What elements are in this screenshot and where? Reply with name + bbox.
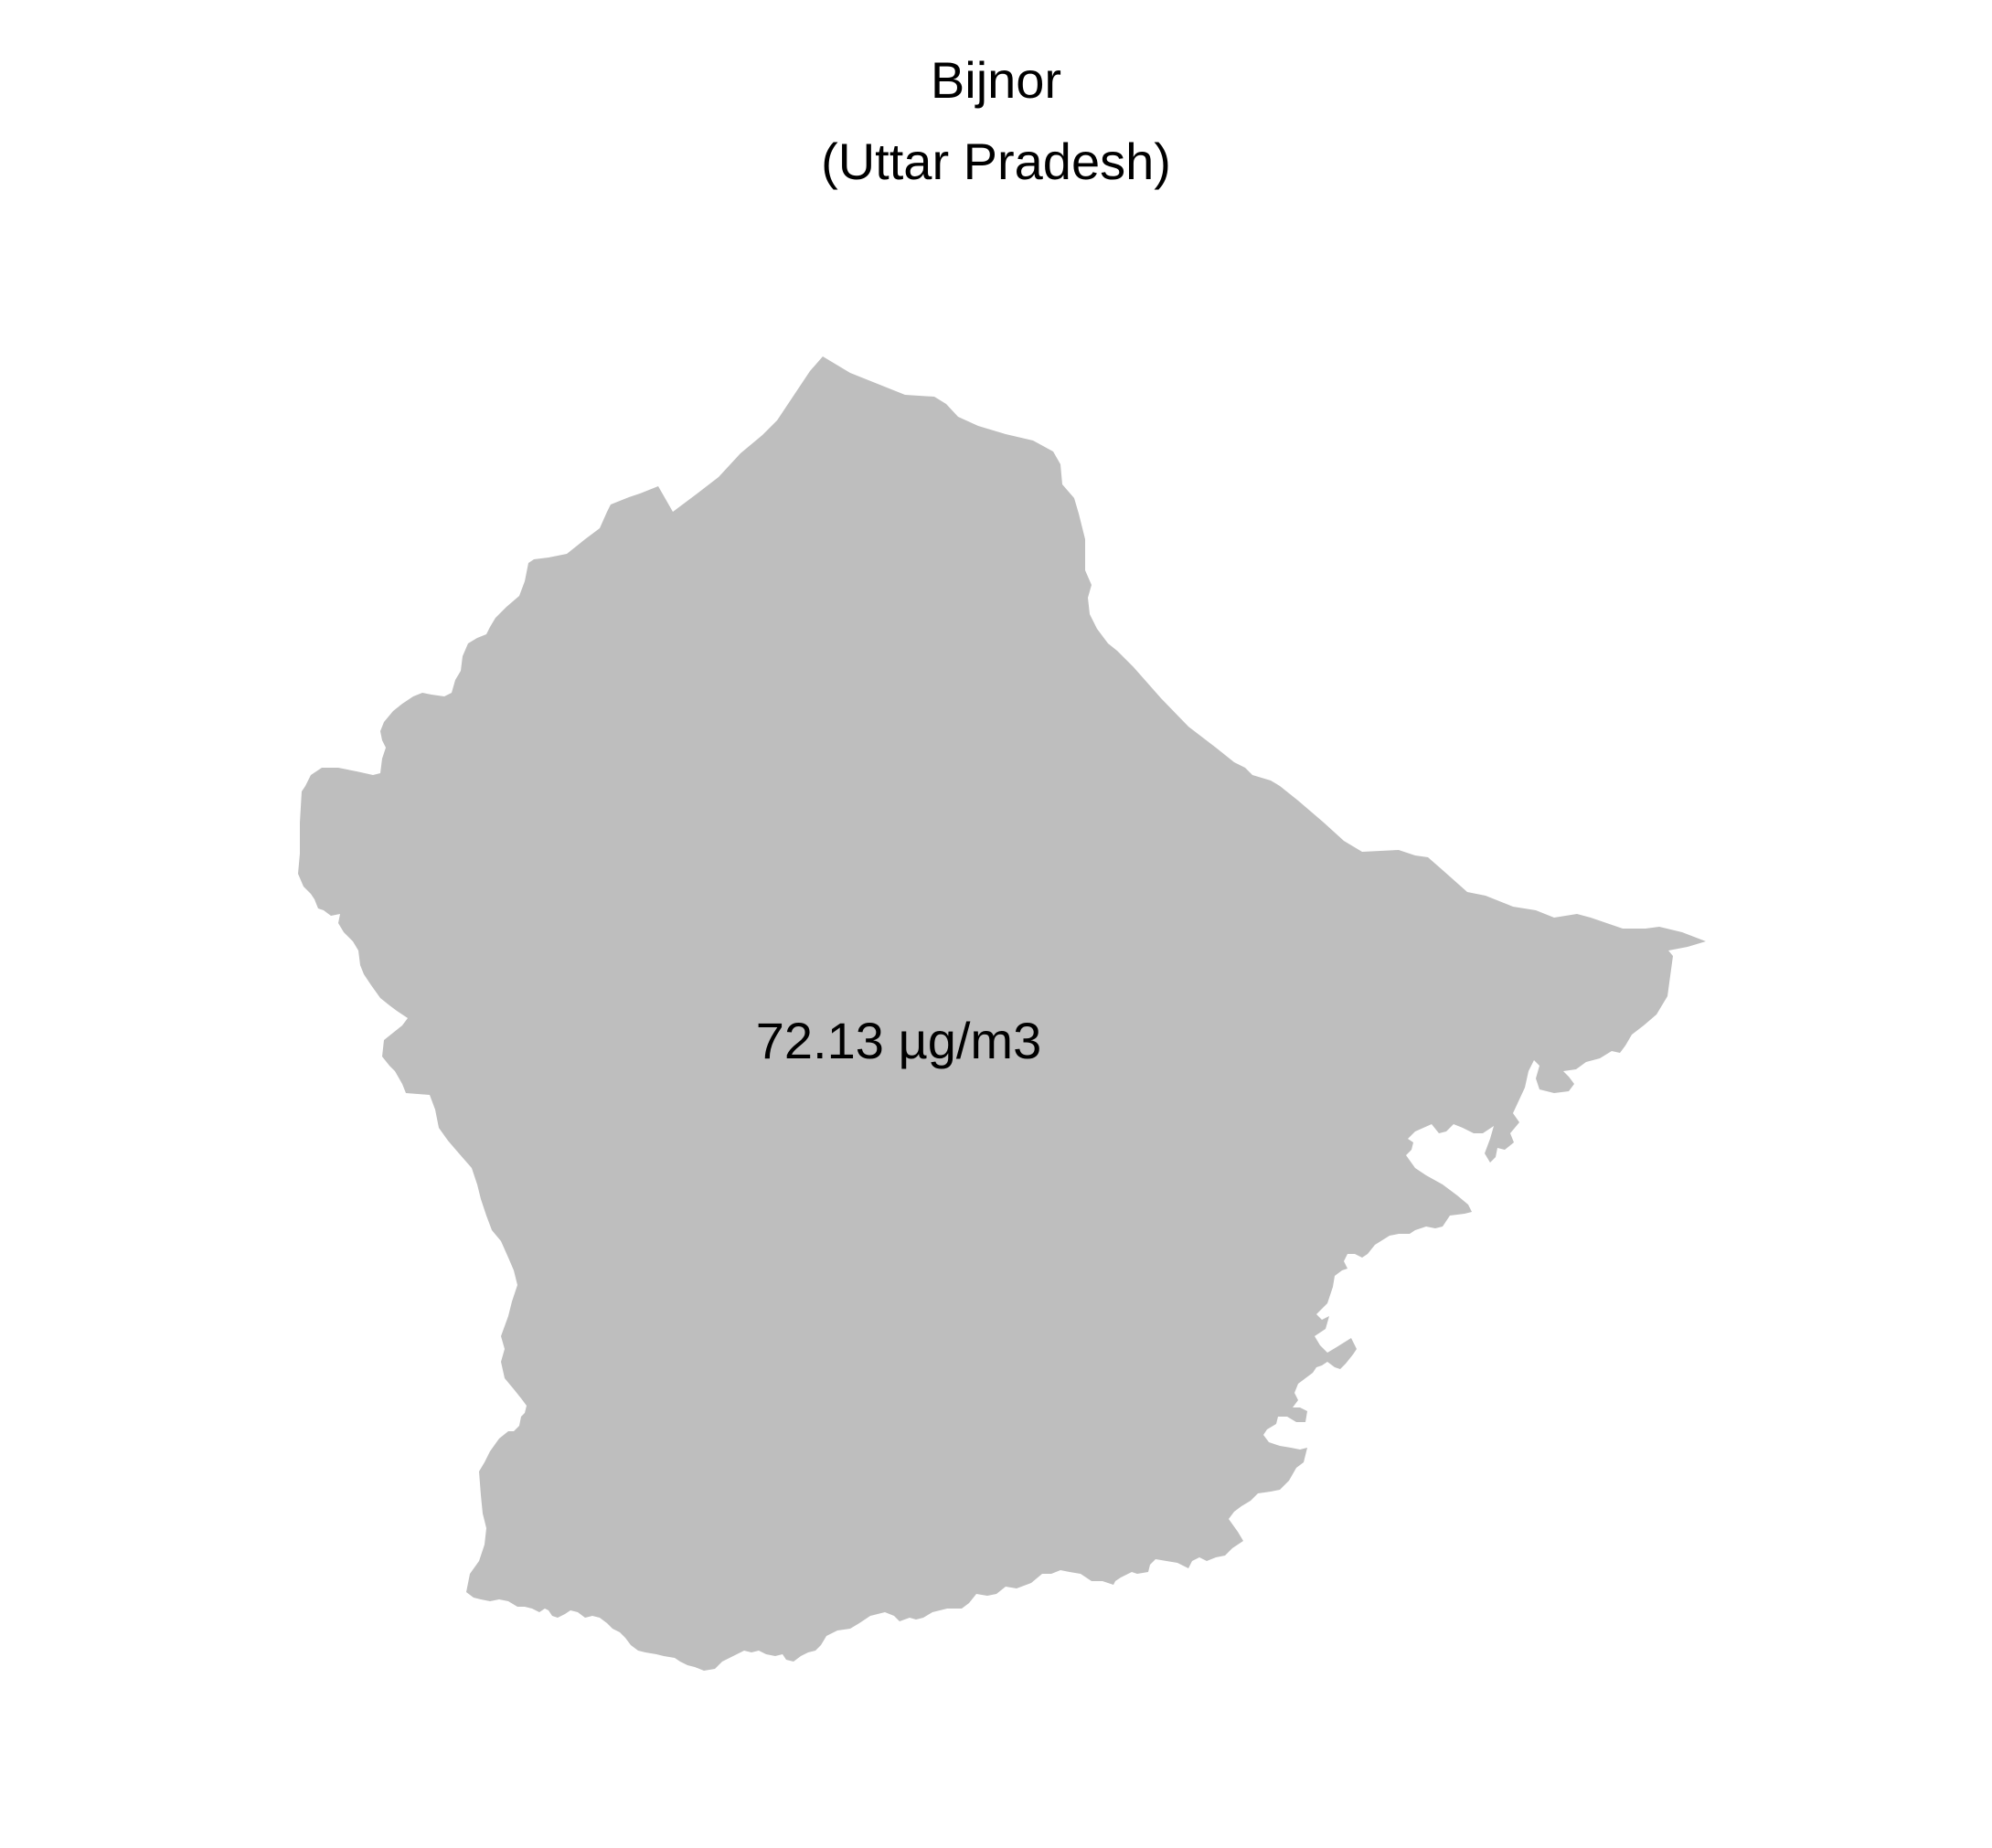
map-title: Bijnor (930, 51, 1062, 109)
map-subtitle: (Uttar Pradesh) (821, 133, 1171, 190)
value-label: 72.13 µg/m3 (756, 1012, 1041, 1069)
district-region-bijnor (298, 356, 1706, 1671)
